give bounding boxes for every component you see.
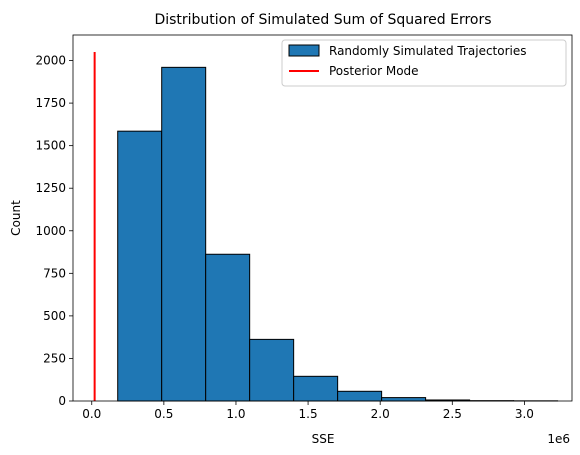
histogram-bar bbox=[205, 253, 251, 402]
y-tick-label: 2000 bbox=[35, 54, 66, 68]
x-tick-label: 0.0 bbox=[82, 407, 101, 421]
x-axis-offset-label: 1e6 bbox=[547, 432, 570, 446]
y-tick-label: 1000 bbox=[35, 224, 66, 238]
legend-box bbox=[281, 39, 567, 87]
y-tick-label: 0 bbox=[58, 394, 66, 408]
plot-frame bbox=[72, 34, 573, 402]
x-axis-label: SSE bbox=[312, 432, 335, 446]
legend-label-posterior-mode: Posterior Mode bbox=[329, 64, 419, 78]
y-tick-label: 1500 bbox=[35, 139, 66, 153]
histogram-bar bbox=[381, 397, 427, 402]
x-tick-label: 0.5 bbox=[154, 407, 173, 421]
y-axis-label: Count bbox=[9, 200, 23, 236]
histogram-bar bbox=[249, 338, 295, 402]
y-tick-label: 250 bbox=[43, 351, 66, 365]
histogram-bars bbox=[117, 66, 559, 402]
y-axis-ticks: 0 250 500 750 1000 1250 1500 1750 2000 bbox=[35, 54, 73, 408]
y-tick-label: 1750 bbox=[35, 96, 66, 110]
x-tick-label: 2.0 bbox=[371, 407, 390, 421]
x-tick-label: 2.5 bbox=[443, 407, 462, 421]
chart-title: Distribution of Simulated Sum of Squared… bbox=[154, 12, 491, 28]
histogram-bar bbox=[117, 130, 163, 402]
y-tick-label: 1250 bbox=[35, 181, 66, 195]
x-tick-label: 1.5 bbox=[299, 407, 318, 421]
x-tick-label: 1.0 bbox=[226, 407, 245, 421]
x-axis-ticks: 0.0 0.5 1.0 1.5 2.0 2.5 3.0 bbox=[82, 401, 534, 421]
histogram-bar bbox=[337, 390, 383, 402]
histogram-bar bbox=[293, 375, 339, 402]
x-tick-label: 3.0 bbox=[515, 407, 534, 421]
histogram-bar bbox=[161, 66, 207, 402]
y-tick-label: 500 bbox=[43, 309, 66, 323]
legend-swatch-histogram bbox=[288, 44, 320, 57]
y-tick-label: 750 bbox=[43, 266, 66, 280]
legend: Randomly Simulated Trajectories Posterior… bbox=[281, 39, 567, 87]
legend-label-histogram: Randomly Simulated Trajectories bbox=[329, 44, 527, 58]
